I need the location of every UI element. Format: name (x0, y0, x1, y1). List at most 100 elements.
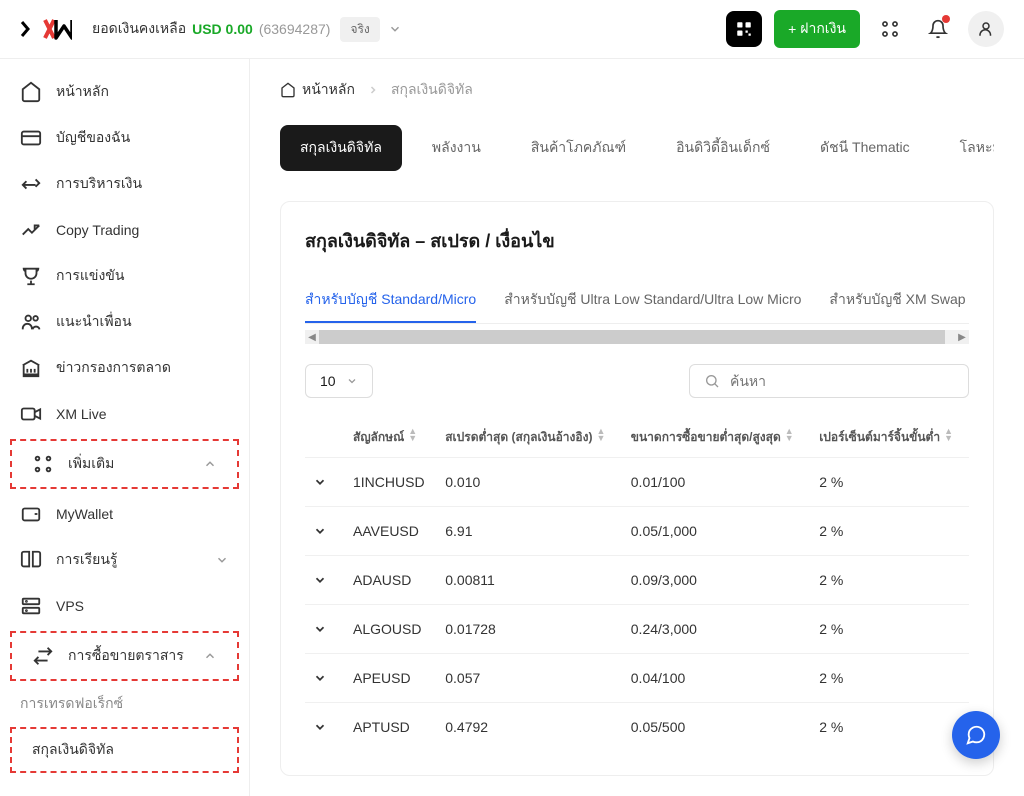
col-size[interactable]: ขนาดการซื้อขายต่ำสุด/สูงสุด▲▼ (623, 418, 811, 458)
sidebar-item-vps[interactable]: VPS (0, 583, 249, 629)
sidebar-item-label: หน้าหลัก (56, 81, 109, 103)
col-margin[interactable]: เปอร์เซ็นต์มาร์จิ้นขั้นต่ำ▲▼ (811, 418, 969, 458)
sidebar-item-label: การซื้อขายตราสาร (68, 645, 184, 667)
table-row: APTUSD 0.4792 0.05/500 2 % (305, 703, 969, 752)
cell-symbol: APTUSD (345, 703, 437, 752)
table-row: APEUSD 0.057 0.04/100 2 % (305, 654, 969, 703)
sidebar-item-refer[interactable]: แนะนำเพื่อน (0, 299, 249, 345)
cell-spread: 6.91 (437, 507, 623, 556)
sidebar-item-competitions[interactable]: การแข่งขัน (0, 253, 249, 299)
sidebar-item-label: Copy Trading (56, 222, 139, 238)
balance-amount: USD 0.00 (192, 21, 253, 37)
logo[interactable] (20, 18, 72, 40)
sidebar-item-news[interactable]: ข่าวกรองการตลาด (0, 345, 249, 391)
chevron-right-icon (367, 84, 379, 96)
chat-button[interactable] (952, 711, 1000, 759)
col-spread[interactable]: สเปรดต่ำสุด (สกุลเงินอ้างอิง)▲▼ (437, 418, 623, 458)
cell-margin: 2 % (811, 654, 969, 703)
sidebar-item-account[interactable]: บัญชีของฉัน (0, 115, 249, 161)
cell-symbol: APEUSD (345, 654, 437, 703)
sidebar-item-learning[interactable]: การเรียนรู้ (0, 537, 249, 583)
home-icon (20, 81, 42, 103)
expand-icon[interactable] (313, 573, 337, 587)
category-tabs: สกุลเงินดิจิทัล พลังงาน สินค้าโภคภัณฑ์ อ… (280, 125, 994, 171)
cell-spread: 0.010 (437, 458, 623, 507)
search-icon (704, 373, 720, 389)
acc-tab-ultralow[interactable]: สำหรับบัญชี Ultra Low Standard/Ultra Low… (504, 279, 801, 323)
sidebar-item-more[interactable]: เพิ่มเติม (12, 441, 237, 487)
balance-label: ยอดเงินคงเหลือ (92, 18, 186, 40)
chevron-up-icon (203, 649, 217, 663)
cat-tab-thematic[interactable]: ดัชนี Thematic (800, 125, 930, 171)
cell-spread: 0.4792 (437, 703, 623, 752)
sidebar-sub-crypto[interactable]: สกุลเงินดิจิทัล (12, 729, 237, 771)
sidebar-item-trading[interactable]: การซื้อขายตราสาร (12, 633, 237, 679)
apps-button[interactable] (872, 11, 908, 47)
page-size-select[interactable]: 10 (305, 364, 373, 398)
cell-symbol: AAVEUSD (345, 507, 437, 556)
cell-spread: 0.01728 (437, 605, 623, 654)
table-row: ALGOUSD 0.01728 0.24/3,000 2 % (305, 605, 969, 654)
deposit-button[interactable]: +ฝากเงิน (774, 10, 860, 48)
cell-size: 0.01/100 (623, 458, 811, 507)
cell-spread: 0.00811 (437, 556, 623, 605)
chevron-down-icon[interactable] (388, 22, 402, 36)
page-size-value: 10 (320, 373, 336, 389)
cat-tab-commodities[interactable]: สินค้าโภคภัณฑ์ (511, 125, 646, 171)
breadcrumb-current: สกุลเงินดิจิทัล (391, 79, 473, 101)
col-symbol[interactable]: สัญลักษณ์▲▼ (345, 418, 437, 458)
cat-tab-crypto[interactable]: สกุลเงินดิจิทัล (280, 125, 402, 171)
cell-margin: 2 % (811, 507, 969, 556)
card-icon (20, 127, 42, 149)
sidebar-item-copytrading[interactable]: Copy Trading (0, 207, 249, 253)
sidebar-item-mywallet[interactable]: MyWallet (0, 491, 249, 537)
acc-tab-swapfree[interactable]: สำหรับบัญชี XM Swap Free S (829, 279, 969, 323)
sidebar-item-home[interactable]: หน้าหลัก (0, 69, 249, 115)
tab-scrollbar[interactable]: ◀ ▶ (305, 330, 969, 344)
scroll-right-icon[interactable]: ▶ (955, 330, 969, 344)
sidebar-item-label: เพิ่มเติม (68, 453, 114, 475)
expand-icon[interactable] (313, 524, 337, 538)
sidebar-item-label: การบริหารเงิน (56, 173, 142, 195)
breadcrumb-home-label: หน้าหลัก (302, 79, 355, 101)
book-icon (20, 549, 42, 571)
notification-dot (942, 15, 950, 23)
search-box[interactable] (689, 364, 969, 398)
exchange-icon (32, 645, 54, 667)
table-row: AAVEUSD 6.91 0.05/1,000 2 % (305, 507, 969, 556)
main-content: หน้าหลัก สกุลเงินดิจิทัล สกุลเงินดิจิทัล… (250, 59, 1024, 796)
sidebar-item-label: VPS (56, 598, 84, 614)
account-tabs: สำหรับบัญชี Standard/Micro สำหรับบัญชี U… (305, 279, 969, 324)
search-input[interactable] (730, 373, 954, 389)
notifications-button[interactable] (920, 11, 956, 47)
cell-size: 0.05/1,000 (623, 507, 811, 556)
cell-symbol: ADAUSD (345, 556, 437, 605)
acc-tab-standard[interactable]: สำหรับบัญชี Standard/Micro (305, 279, 476, 323)
chevron-down-icon (215, 553, 229, 567)
qr-button[interactable] (726, 11, 762, 47)
panel-title: สกุลเงินดิจิทัล – สเปรด / เงื่อนไข (305, 226, 969, 255)
trending-icon (20, 219, 42, 241)
table-row: 1INCHUSD 0.010 0.01/100 2 % (305, 458, 969, 507)
breadcrumb-home[interactable]: หน้าหลัก (280, 79, 355, 101)
cell-symbol: 1INCHUSD (345, 458, 437, 507)
cat-tab-indices[interactable]: อินดิวิดี้อินเด็กซ์ (656, 125, 790, 171)
trophy-icon (20, 265, 42, 287)
deposit-label: ฝากเงิน (800, 18, 846, 40)
cat-tab-metals[interactable]: โลหะมีค่า (940, 125, 994, 171)
sidebar-item-xmlive[interactable]: XM Live (0, 391, 249, 437)
cat-tab-energy[interactable]: พลังงาน (412, 125, 501, 171)
expand-icon[interactable] (313, 720, 337, 734)
scroll-left-icon[interactable]: ◀ (305, 330, 319, 344)
header: ยอดเงินคงเหลือ USD 0.00 (63694287) จริง … (0, 0, 1024, 59)
cell-size: 0.05/500 (623, 703, 811, 752)
sidebar-item-label: ข่าวกรองการตลาด (56, 357, 171, 379)
cell-spread: 0.057 (437, 654, 623, 703)
profile-button[interactable] (968, 11, 1004, 47)
expand-icon[interactable] (313, 475, 337, 489)
sidebar-item-funds[interactable]: การบริหารเงิน (0, 161, 249, 207)
expand-icon[interactable] (313, 671, 337, 685)
sidebar-sub-forex[interactable]: การเทรดฟอเร็กซ์ (0, 683, 249, 725)
scroll-thumb[interactable] (319, 330, 945, 344)
expand-icon[interactable] (313, 622, 337, 636)
